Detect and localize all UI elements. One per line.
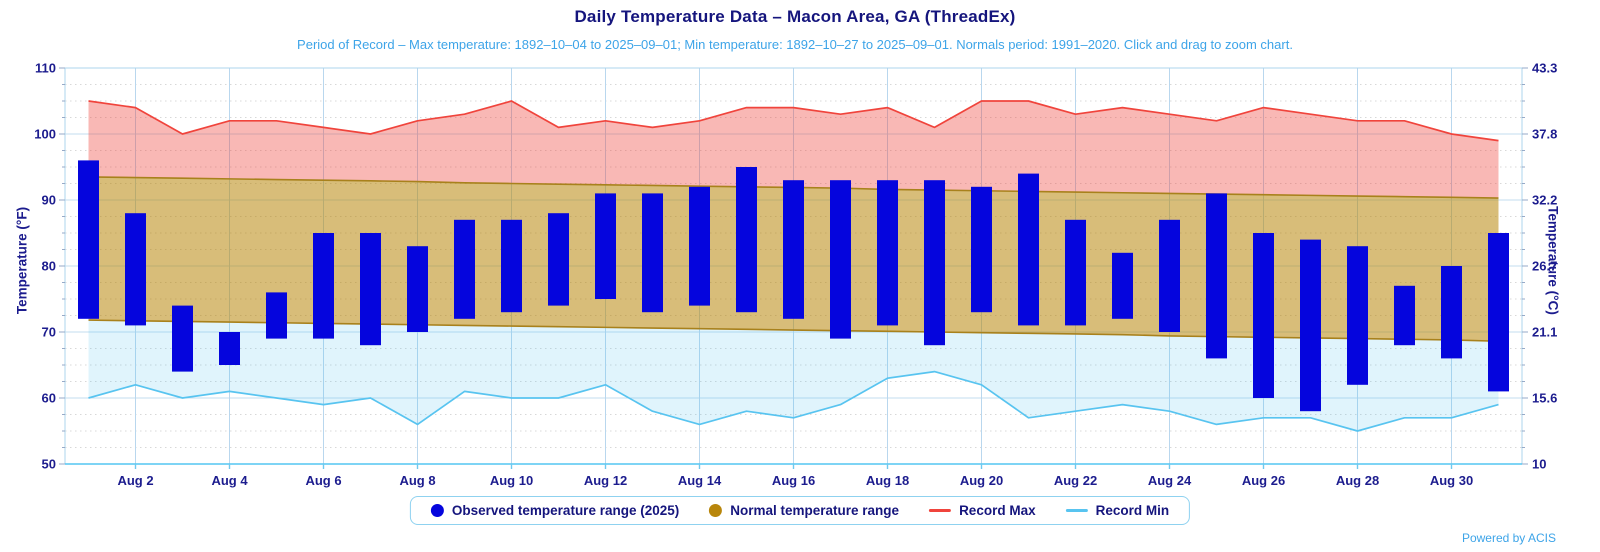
y-tick-label-celsius: 43.3 bbox=[1532, 61, 1557, 76]
observed-range-bar[interactable] bbox=[736, 167, 757, 313]
y-tick-label-celsius: 15.6 bbox=[1532, 391, 1557, 406]
observed-range-bar[interactable] bbox=[1206, 193, 1227, 359]
observed-range-bar[interactable] bbox=[971, 186, 992, 313]
observed-range-bar[interactable] bbox=[830, 180, 851, 339]
observed-range-bar[interactable] bbox=[78, 160, 99, 319]
observed-range-bar[interactable] bbox=[783, 180, 804, 319]
x-tick-label: Aug 4 bbox=[211, 473, 248, 488]
y-tick-label-fahrenheit: 90 bbox=[42, 193, 56, 208]
record-min-area bbox=[88, 320, 1499, 431]
x-tick-label: Aug 16 bbox=[772, 473, 815, 488]
observed-range-bar[interactable] bbox=[454, 219, 475, 319]
x-tick-label: Aug 22 bbox=[1054, 473, 1097, 488]
record-max-line bbox=[88, 100, 1499, 142]
y-tick-label-celsius: 10 bbox=[1532, 457, 1546, 472]
observed-range-bar[interactable] bbox=[125, 213, 146, 326]
observed-range-bar[interactable] bbox=[1300, 239, 1321, 412]
observed-range-bar[interactable] bbox=[266, 292, 287, 339]
record-min-line bbox=[88, 370, 1499, 432]
chart-subtitle: Period of Record – Max temperature: 1892… bbox=[297, 37, 1293, 52]
x-tick-label: Aug 20 bbox=[960, 473, 1003, 488]
legend-label: Observed temperature range (2025) bbox=[451, 503, 680, 518]
y-tick-label-celsius: 21.1 bbox=[1532, 325, 1557, 340]
y-tick-label-fahrenheit: 70 bbox=[42, 325, 56, 340]
powered-by-acis-link[interactable]: Powered by ACIS bbox=[1461, 531, 1556, 545]
y-tick-label-celsius: 32.2 bbox=[1532, 193, 1557, 208]
legend-item-observed[interactable]: Observed temperature range (2025) bbox=[430, 503, 680, 518]
record-min-line-icon bbox=[1065, 509, 1088, 512]
legend-item-record-min[interactable]: Record Min bbox=[1065, 503, 1170, 518]
observed-range-bar[interactable] bbox=[548, 213, 569, 306]
record-max-line-icon bbox=[929, 509, 952, 512]
observed-range-bar[interactable] bbox=[642, 193, 663, 313]
observed-range-bar[interactable] bbox=[360, 233, 381, 346]
observed-range-bar[interactable] bbox=[172, 305, 193, 372]
observed-range-bar[interactable] bbox=[219, 332, 240, 365]
y-tick-label-fahrenheit: 80 bbox=[42, 259, 56, 274]
legend-label: Normal temperature range bbox=[730, 503, 900, 518]
x-tick-label: Aug 14 bbox=[678, 473, 722, 488]
observed-range-bar[interactable] bbox=[1065, 219, 1086, 326]
observed-range-bar[interactable] bbox=[1488, 233, 1509, 392]
legend-item-record-max[interactable]: Record Max bbox=[929, 503, 1036, 518]
observed-range-bar[interactable] bbox=[1018, 173, 1039, 326]
record-max-area bbox=[88, 101, 1499, 199]
y-tick-label-fahrenheit: 100 bbox=[34, 127, 56, 142]
y-tick-label-fahrenheit: 60 bbox=[42, 391, 56, 406]
x-tick-label: Aug 8 bbox=[399, 473, 435, 488]
chart-legend: Observed temperature range (2025) Normal… bbox=[409, 496, 1191, 525]
x-tick-label: Aug 30 bbox=[1430, 473, 1473, 488]
x-tick-label: Aug 24 bbox=[1148, 473, 1192, 488]
x-tick-label: Aug 6 bbox=[305, 473, 341, 488]
observed-range-bar[interactable] bbox=[501, 219, 522, 313]
observed-range-bar[interactable] bbox=[924, 180, 945, 346]
legend-label: Record Max bbox=[959, 503, 1036, 518]
normal-marker-icon bbox=[709, 504, 723, 517]
x-tick-label: Aug 12 bbox=[584, 473, 627, 488]
legend-item-normal[interactable]: Normal temperature range bbox=[709, 503, 899, 518]
observed-range-bar[interactable] bbox=[1112, 252, 1133, 319]
observed-range-bar[interactable] bbox=[1253, 233, 1274, 398]
y-tick-label-celsius: 37.8 bbox=[1532, 127, 1557, 142]
observed-range-bar[interactable] bbox=[1441, 266, 1462, 359]
legend-label: Record Min bbox=[1095, 503, 1170, 518]
y-tick-label-fahrenheit: 50 bbox=[42, 457, 56, 472]
observed-range-bar[interactable] bbox=[595, 193, 616, 299]
chart-title: Daily Temperature Data – Macon Area, GA … bbox=[574, 7, 1016, 26]
observed-marker-icon bbox=[430, 504, 444, 517]
observed-range-bar[interactable] bbox=[1394, 285, 1415, 346]
x-tick-label: Aug 10 bbox=[490, 473, 533, 488]
observed-range-bar[interactable] bbox=[407, 246, 428, 332]
observed-range-bar[interactable] bbox=[313, 233, 334, 339]
observed-range-bar[interactable] bbox=[1347, 246, 1368, 385]
x-tick-label: Aug 18 bbox=[866, 473, 909, 488]
x-tick-label: Aug 28 bbox=[1336, 473, 1379, 488]
x-tick-label: Aug 2 bbox=[117, 473, 153, 488]
x-tick-label: Aug 26 bbox=[1242, 473, 1285, 488]
observed-range-bar[interactable] bbox=[877, 180, 898, 326]
observed-range-bar[interactable] bbox=[689, 186, 710, 306]
y-tick-label-fahrenheit: 110 bbox=[35, 61, 56, 76]
observed-range-bar[interactable] bbox=[1159, 219, 1180, 332]
y-tick-label-celsius: 26.7 bbox=[1532, 259, 1557, 274]
